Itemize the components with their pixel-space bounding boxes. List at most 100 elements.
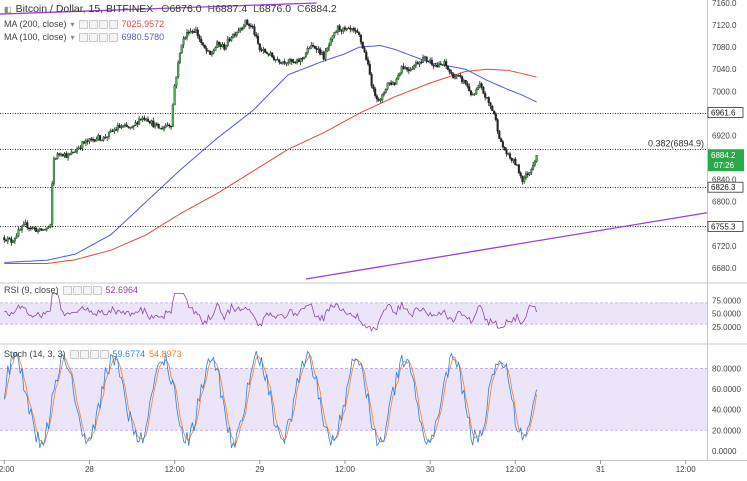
candle-body [77, 147, 80, 150]
candle-body [262, 49, 265, 51]
gear-icon[interactable] [72, 285, 82, 295]
rsi-axis-tick: 50.0000 [712, 310, 741, 319]
candle-body [198, 35, 201, 40]
candle-body [83, 141, 86, 144]
candle-body [367, 59, 370, 65]
candle-body [221, 44, 224, 47]
candle-body [159, 127, 162, 130]
rsi-legend[interactable]: RSI (9, close) 52.6964 [4, 285, 138, 295]
rsi-line [4, 293, 537, 332]
candle-body [331, 35, 334, 40]
price-axis-tick: 6720.0 [712, 242, 737, 251]
candle-body [58, 153, 61, 155]
candle-body [510, 158, 513, 161]
candle-body [258, 43, 261, 50]
candle-body [422, 57, 425, 63]
more-icon[interactable] [108, 19, 118, 29]
candle-body [535, 155, 538, 162]
candle-body [109, 130, 112, 132]
collapse-icon[interactable]: ◧ [4, 4, 12, 14]
candle-body [72, 151, 75, 154]
trendline [305, 212, 708, 280]
candle-body [256, 36, 260, 44]
candle-body [374, 88, 377, 96]
chevron-down-icon[interactable]: ▾ [70, 19, 75, 29]
ohlc-open-label: O [161, 3, 170, 15]
stoch-d-value: 54.8973 [149, 349, 182, 359]
ohlc-open-value: 6876.0 [169, 3, 202, 15]
gear-icon[interactable] [79, 349, 89, 359]
candle-body [384, 89, 387, 93]
candle-body [122, 125, 125, 128]
candle-body [22, 224, 25, 227]
close-icon[interactable] [98, 32, 108, 42]
candle-body [297, 59, 300, 63]
more-icon[interactable] [99, 349, 109, 359]
candle-body [351, 28, 354, 30]
candle-body [311, 45, 315, 47]
candle-body [343, 27, 347, 30]
stoch-legend[interactable]: Stoch (14, 3, 3) 59.6774 54.8973 [4, 349, 182, 359]
candle-body [15, 235, 18, 239]
more-icon[interactable] [108, 32, 118, 42]
candle-body [241, 28, 244, 30]
candle-body [111, 130, 114, 132]
candle-body [180, 44, 183, 54]
candle-body [271, 52, 274, 58]
candle-body [457, 75, 460, 77]
gear-icon[interactable] [88, 19, 98, 29]
candle-body [288, 58, 292, 63]
eye-icon[interactable] [69, 349, 79, 359]
candle-body [448, 69, 451, 73]
candle-body [255, 34, 258, 37]
gear-icon[interactable] [88, 32, 98, 42]
ma100-legend[interactable]: MA (100, close) ▾ 6980.5780 [4, 32, 164, 42]
candle-body [349, 27, 352, 30]
candle-body [191, 30, 194, 33]
candle-body [264, 49, 267, 53]
stoch-axis-tick: 80.0000 [712, 365, 741, 374]
candle-body [411, 68, 414, 70]
candle-body [315, 48, 318, 51]
candle-body [166, 124, 169, 127]
candle-body [249, 25, 252, 28]
close-icon[interactable] [89, 349, 99, 359]
candle-body [466, 83, 469, 87]
close-icon[interactable] [82, 285, 92, 295]
candle-body [51, 183, 54, 225]
stoch-band [0, 368, 707, 431]
time-axis-tick: 12:00 [335, 465, 356, 474]
candle-body [162, 126, 166, 130]
candle-body [237, 30, 240, 33]
candle-body [508, 153, 512, 159]
candle-body [65, 153, 68, 158]
candle-body [217, 41, 221, 45]
candle-body [308, 47, 311, 50]
candle-body [523, 177, 526, 182]
more-icon[interactable] [92, 285, 102, 295]
candle-body [228, 38, 231, 41]
chevron-down-icon[interactable]: ▾ [70, 32, 75, 42]
candle-body [395, 78, 398, 85]
candle-body [416, 62, 419, 65]
candle-body [201, 42, 205, 46]
candle-body [524, 173, 528, 178]
ma200-legend[interactable]: MA (200, close) ▾ 7025.9572 [4, 19, 164, 29]
candle-body [115, 129, 118, 131]
candle-body [397, 75, 400, 80]
symbol-legend: ◧ Bitcoin / Dollar, 15, BITFINEX O6876.0… [4, 3, 340, 15]
eye-icon[interactable] [78, 19, 88, 29]
candle-body [90, 138, 93, 140]
candle-body [35, 228, 38, 232]
close-icon[interactable] [98, 19, 108, 29]
candle-body [75, 148, 79, 152]
ohlc-close-value: 6884.2 [304, 3, 337, 15]
candle-body [148, 121, 151, 124]
candle-body [418, 61, 421, 65]
candle-body [526, 173, 529, 176]
candle-body [280, 62, 283, 64]
eye-icon[interactable] [78, 32, 88, 42]
level-axis-label: 6961.6 [711, 109, 736, 118]
eye-icon[interactable] [62, 285, 72, 295]
